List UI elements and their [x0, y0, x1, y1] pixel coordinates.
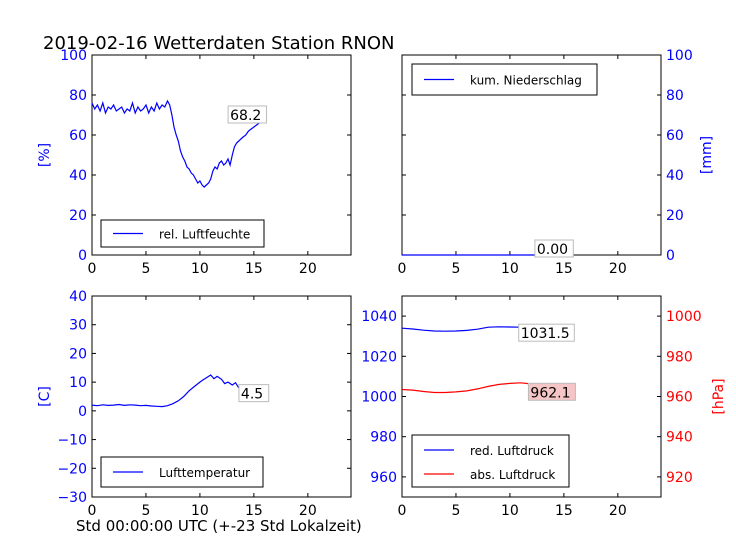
y-tick-label: −30 — [57, 490, 87, 506]
figure-xlabel: Std 00:00:00 UTC (+-23 Std Lokalzeit) — [76, 517, 362, 535]
panel-pressure: 0 5 10 15 20 960 980 1000 1020 1040 920 940 960 980 10… — [361, 295, 727, 519]
x-tick-label: 15 — [555, 261, 573, 277]
y-tick-label: 80 — [69, 88, 87, 104]
y-right-tick-label: 960 — [666, 390, 693, 406]
legend-label: red. Luftdruck — [470, 444, 554, 458]
y-tick-label: 960 — [370, 470, 397, 486]
y-tick-label: 1000 — [361, 390, 397, 406]
value-annotation-box — [534, 239, 574, 258]
legend-label: rel. Luftfeuchte — [159, 228, 250, 242]
x-tick-label: 0 — [88, 261, 97, 277]
y-tick-label: 20 — [666, 208, 684, 224]
y-right-tick-label: 1000 — [666, 309, 702, 325]
y-axis-label: [%] — [37, 143, 53, 167]
y-tick-label: 0 — [666, 248, 675, 264]
y-tick-label: 40 — [666, 168, 684, 184]
y-tick-label: −10 — [57, 433, 87, 449]
y-right-tick-label: 940 — [666, 430, 693, 446]
axes-frame — [91, 295, 352, 498]
y-right-tick-label: 920 — [666, 470, 693, 486]
panel-temperature: 0 5 10 15 20 −30 −20 −10 0 10 20 30 40 [C] 4.5 Lufttemp… — [37, 289, 352, 519]
x-tick-label: 0 — [398, 261, 407, 277]
x-tick-label: 15 — [245, 503, 263, 519]
series-line-rel-luftfeuchte — [91, 99, 263, 188]
y-right-tick-label: 980 — [666, 349, 693, 365]
y-tick-label: 20 — [69, 208, 87, 224]
x-tick-label: 20 — [609, 261, 627, 277]
x-tick-label: 20 — [299, 261, 317, 277]
x-tick-label: 20 — [299, 503, 317, 519]
x-tick-label: 20 — [609, 503, 627, 519]
y-tick-label: 20 — [69, 346, 87, 362]
legend-label: Lufttemperatur — [159, 466, 250, 480]
y-tick-label: 1040 — [361, 309, 397, 325]
y-tick-label: 1020 — [361, 349, 397, 365]
y-tick-label: 30 — [69, 318, 87, 334]
value-annotation: 4.5 — [241, 387, 263, 403]
series-line-lufttemperatur — [91, 374, 263, 408]
value-annotation: 68.2 — [230, 108, 261, 124]
axes-frame — [91, 54, 352, 256]
legend-label: kum. Niederschlag — [470, 74, 582, 88]
figure-title: 2019-02-16 Wetterdaten Station RNON — [43, 33, 394, 54]
y-axis-label: [C] — [37, 386, 53, 407]
x-tick-label: 0 — [398, 503, 407, 519]
value-annotation-box — [518, 323, 575, 342]
value-annotation: 1031.5 — [521, 326, 570, 342]
x-tick-label: 5 — [141, 503, 150, 519]
y-tick-label: −20 — [57, 461, 87, 477]
x-tick-label: 10 — [191, 503, 209, 519]
x-tick-label: 5 — [141, 261, 150, 277]
y-tick-label: 0 — [78, 248, 87, 264]
y-tick-label: 60 — [69, 128, 87, 144]
y-axis-label: [mm] — [699, 136, 715, 174]
y-right-axis-label: [hPa] — [711, 378, 727, 414]
value-annotation: 962.1 — [530, 385, 570, 401]
panel-humidity: 0 5 10 15 20 0 20 40 60 80 100 [%] 68.2 rel. Luftfeuc… — [37, 48, 352, 277]
y-tick-label: 100 — [60, 48, 87, 64]
y-tick-label: 980 — [370, 430, 397, 446]
x-tick-label: 15 — [555, 503, 573, 519]
x-tick-label: 10 — [191, 261, 209, 277]
value-annotation-box — [227, 105, 268, 124]
value-annotation-box — [238, 384, 270, 403]
legend-box — [411, 434, 570, 488]
y-tick-label: 0 — [78, 404, 87, 420]
value-annotation: 0.00 — [537, 242, 568, 258]
x-tick-label: 0 — [88, 503, 97, 519]
x-tick-label: 10 — [501, 261, 519, 277]
value-annotation-box — [527, 382, 576, 401]
y-tick-label: 40 — [69, 289, 87, 305]
x-tick-label: 5 — [451, 261, 460, 277]
x-tick-label: 15 — [245, 261, 263, 277]
panel-precipitation: 0 5 10 15 20 0 20 40 60 80 100 [mm] 0.00 kum. Nieders… — [398, 48, 715, 277]
y-tick-label: 60 — [666, 128, 684, 144]
x-tick-label: 5 — [451, 503, 460, 519]
x-tick-label: 10 — [501, 503, 519, 519]
y-tick-label: 10 — [69, 375, 87, 391]
y-tick-label: 100 — [666, 48, 693, 64]
y-tick-label: 40 — [69, 168, 87, 184]
y-tick-label: 80 — [666, 88, 684, 104]
legend-label: abs. Luftdruck — [470, 468, 555, 482]
